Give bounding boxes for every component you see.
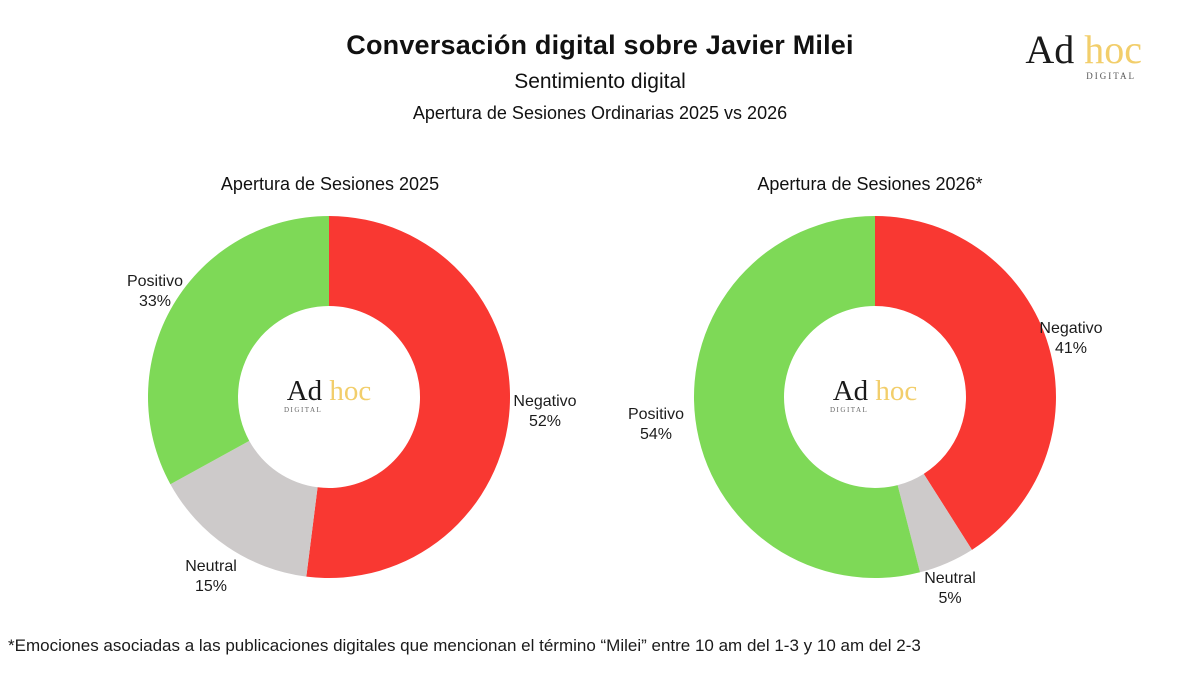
adhoc-logo-hoc: hoc <box>1084 27 1142 72</box>
chart-title-2025: Apertura de Sesiones 2025 <box>220 174 440 194</box>
adhoc-logo-ad: Ad <box>832 375 869 407</box>
label-2025-positivo: Positivo 33% <box>95 272 215 312</box>
label-2025-neutral: Neutral 15% <box>151 557 271 597</box>
label-2025-negativo-pct: 52% <box>528 413 562 430</box>
adhoc-logo-center-2025: Ad hoc DIGITAL <box>244 377 414 414</box>
donut-slice-neutral <box>897 473 972 573</box>
adhoc-logo-wordmark: Ad hoc <box>790 377 960 406</box>
adhoc-logo-tagline: DIGITAL <box>284 406 323 414</box>
adhoc-logo-hoc: hoc <box>875 375 918 407</box>
donut-chart-2026 <box>693 216 1056 578</box>
adhoc-logo-hoc: hoc <box>329 375 372 407</box>
label-2025-positivo-name: Positivo <box>126 273 184 290</box>
label-2026-negativo-name: Negativo <box>1039 320 1103 337</box>
donut-slice-positivo <box>693 216 921 578</box>
label-2025-positivo-pct: 33% <box>138 293 172 310</box>
label-2025-neutral-name: Neutral <box>185 558 237 575</box>
donut-slice-positivo <box>148 216 329 485</box>
page-title: Conversación digital sobre Javier Milei <box>346 30 854 60</box>
label-2026-neutral-pct: 5% <box>938 590 962 607</box>
adhoc-logo-ad: Ad <box>286 375 323 407</box>
page-subtitle: Sentimiento digital <box>514 70 686 93</box>
label-2025-negativo-name: Negativo <box>513 393 577 410</box>
label-2026-positivo: Positivo 54% <box>596 405 716 445</box>
donut-slice-neutral <box>170 440 318 577</box>
label-2026-neutral-name: Neutral <box>924 570 976 587</box>
adhoc-logo-wordmark: Ad hoc <box>1025 30 1142 70</box>
adhoc-logo-ad: Ad <box>1025 27 1075 72</box>
chart-title-2026: Apertura de Sesiones 2026* <box>757 174 983 194</box>
label-2026-neutral: Neutral 5% <box>890 569 1010 609</box>
donut-slice-negativo <box>306 216 511 578</box>
label-2026-positivo-pct: 54% <box>639 426 673 443</box>
footnote: *Emociones asociadas a las publicaciones… <box>8 636 921 655</box>
adhoc-logo: Ad hoc DIGITAL <box>1025 30 1142 81</box>
donut-slice-negativo <box>875 216 1056 550</box>
label-2026-positivo-name: Positivo <box>627 406 685 423</box>
label-2025-negativo: Negativo 52% <box>485 392 605 432</box>
donut-chart-2025 <box>148 216 511 578</box>
adhoc-logo-center-2026: Ad hoc DIGITAL <box>790 377 960 414</box>
adhoc-logo-wordmark: Ad hoc <box>244 377 414 406</box>
label-2026-negativo: Negativo 41% <box>1011 319 1131 359</box>
page-subsubtitle: Apertura de Sesiones Ordinarias 2025 vs … <box>412 103 788 123</box>
label-2026-negativo-pct: 41% <box>1054 340 1088 357</box>
adhoc-logo-tagline: DIGITAL <box>1086 71 1136 81</box>
label-2025-neutral-pct: 15% <box>194 578 228 595</box>
adhoc-logo-tagline: DIGITAL <box>830 406 869 414</box>
